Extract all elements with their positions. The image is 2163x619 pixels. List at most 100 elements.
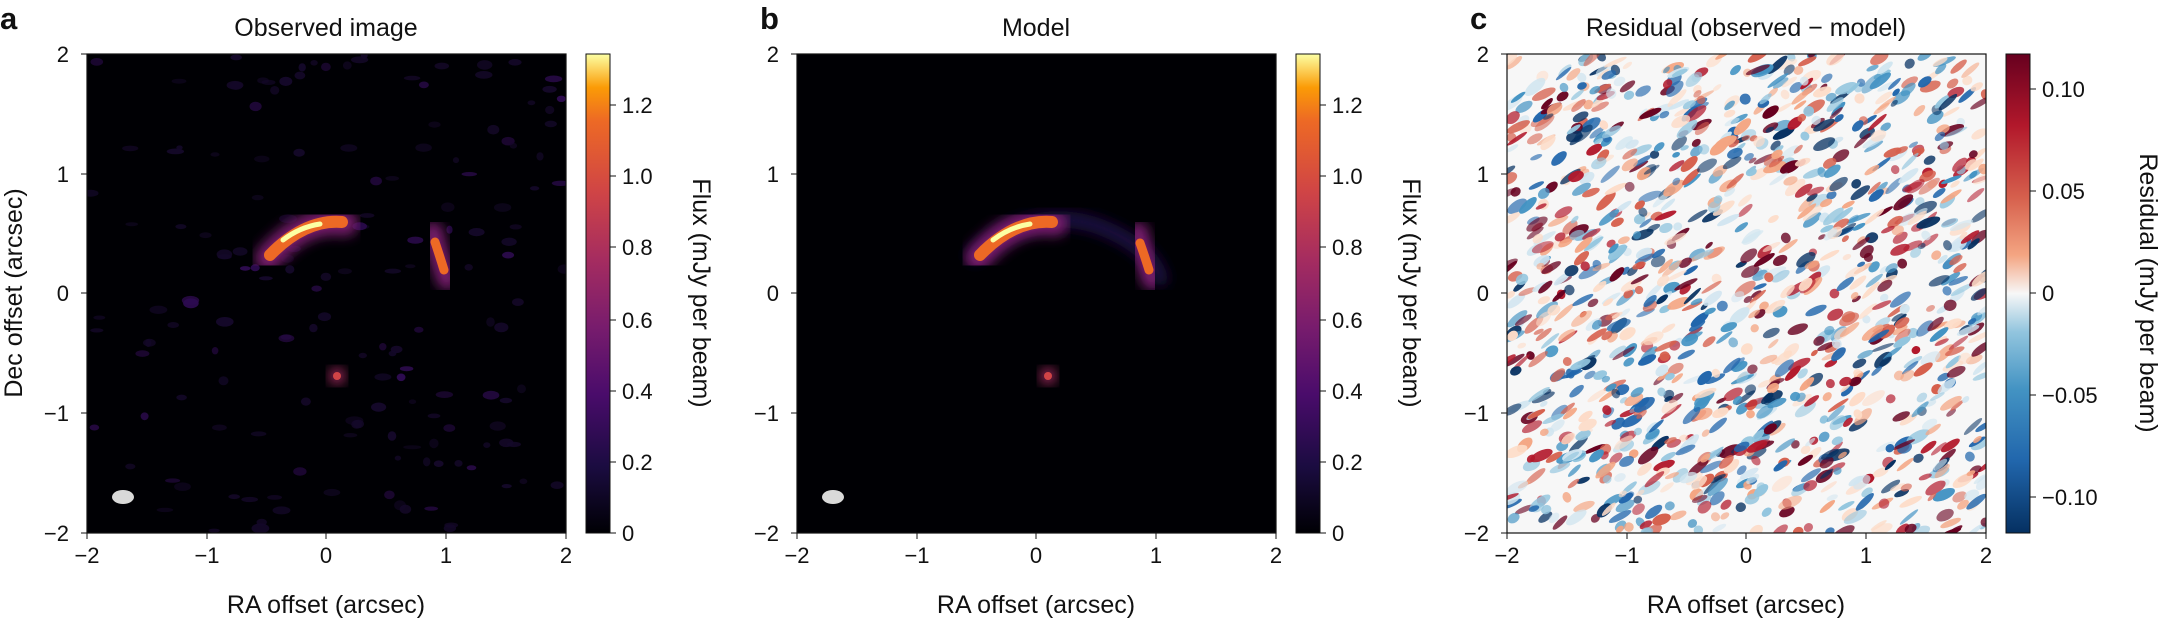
residual-blob	[1623, 289, 1634, 299]
noise-blob	[174, 482, 191, 492]
residual-blob	[1622, 61, 1633, 70]
residual-blob	[1853, 474, 1871, 490]
residual-blob	[1664, 437, 1677, 445]
noise-blob	[89, 424, 100, 431]
residual-blob	[1813, 86, 1832, 98]
residual-blob	[1653, 142, 1665, 152]
y-tick-label: 1	[57, 162, 69, 187]
noise-blob	[176, 394, 187, 401]
noise-blob	[487, 124, 500, 135]
noise-blob	[350, 56, 369, 64]
noise-blob	[483, 442, 491, 448]
residual-blob	[1956, 324, 1980, 336]
panel-b: b Model −2 −1 0 1 2 RA offset (arcsec)	[754, 1, 1425, 619]
residual-blob	[1871, 342, 1894, 352]
residual-blob	[1773, 460, 1788, 472]
noise-blob	[285, 265, 295, 274]
noise-blob	[311, 285, 322, 292]
residual-blob	[1839, 376, 1852, 387]
noise-blob	[424, 506, 439, 511]
panel-letter: c	[1470, 1, 1487, 36]
noise-layer	[87, 54, 566, 533]
residual-blob	[1964, 489, 1980, 501]
noise-blob	[384, 490, 395, 500]
residual-blob	[1728, 139, 1740, 148]
colorbar-tick-label: 0.4	[1332, 379, 1363, 404]
residual-blob	[1749, 524, 1763, 533]
noise-blob	[542, 85, 557, 93]
x-tick-label: 0	[320, 543, 332, 568]
x-tick-label: 1	[440, 543, 452, 568]
residual-blob	[1569, 358, 1591, 371]
residual-blob	[1618, 490, 1627, 498]
residual-blob	[1875, 91, 1893, 105]
residual-blob	[1697, 500, 1712, 514]
residual-blob	[1645, 504, 1663, 520]
residual-blob	[1780, 89, 1790, 100]
residual-blob	[1941, 175, 1962, 185]
noise-blob	[536, 152, 544, 161]
residual-blob	[1800, 468, 1822, 483]
residual-blob	[1913, 104, 1926, 117]
residual-blob	[1805, 304, 1827, 317]
residual-blob	[1967, 238, 1980, 250]
residual-blob	[1788, 357, 1811, 371]
residual-blob	[1761, 392, 1774, 405]
residual-blob	[1904, 58, 1915, 69]
residual-blob	[1820, 468, 1834, 479]
residual-blob	[1759, 301, 1769, 311]
residual-blob	[1793, 144, 1803, 154]
residual-blob	[1572, 293, 1594, 307]
noise-blob	[176, 145, 183, 150]
residual-blob	[1617, 236, 1630, 245]
residual-blob	[1900, 370, 1915, 382]
colorbar: 0.10 0.05 0 −0.05 −0.10 Residual (mJy pe…	[2005, 53, 2162, 534]
residual-blob	[1655, 364, 1669, 377]
residual-blob	[1921, 230, 1931, 241]
image-background	[797, 54, 1276, 533]
residual-blob	[1748, 309, 1760, 319]
residual-blob	[1660, 198, 1676, 211]
residual-blob	[1923, 155, 1936, 165]
y-tick-label: −2	[754, 521, 779, 546]
residual-blob	[1893, 336, 1911, 348]
residual-blob	[1693, 90, 1702, 98]
residual-blob	[1548, 512, 1560, 524]
residual-blob	[1747, 364, 1758, 374]
residual-blob	[1841, 235, 1849, 243]
residual-blob	[1704, 307, 1716, 315]
y-tick-label: −2	[1464, 521, 1489, 546]
residual-blob	[1878, 498, 1890, 509]
residual-blob	[1959, 231, 1968, 240]
residual-blob	[1538, 280, 1553, 294]
residual-blob	[1551, 151, 1567, 166]
x-tick-label: 0	[1740, 543, 1752, 568]
residual-blob	[1899, 303, 1910, 314]
residual-blob	[1748, 157, 1757, 164]
residual-blob	[1852, 120, 1864, 132]
residual-blob	[1764, 272, 1774, 283]
residual-blob	[1946, 78, 1959, 89]
residual-blob	[1659, 110, 1670, 119]
residual-blob	[1819, 499, 1836, 514]
residual-blob	[1603, 298, 1614, 307]
residual-blob	[1723, 387, 1743, 402]
residual-blob	[1930, 392, 1945, 401]
residual-blob	[1805, 437, 1816, 447]
residual-blob	[1870, 129, 1887, 142]
noise-blob	[415, 143, 432, 152]
colorbar-label: Flux (mJy per beam)	[687, 178, 715, 407]
panel-title: Residual (observed − model)	[1586, 14, 1906, 42]
residual-blob	[1573, 250, 1590, 266]
noise-blob	[250, 264, 260, 272]
residual-blob	[1746, 447, 1767, 460]
residual-blob	[1897, 212, 1917, 227]
residual-blob	[1533, 328, 1544, 335]
residual-blob	[1807, 186, 1825, 196]
noise-blob	[464, 264, 473, 271]
residual-blob	[1789, 82, 1803, 93]
noise-blob	[512, 298, 524, 306]
residual-blob	[1507, 258, 1518, 269]
residual-blob	[1624, 393, 1644, 407]
residual-blob	[1683, 265, 1698, 276]
